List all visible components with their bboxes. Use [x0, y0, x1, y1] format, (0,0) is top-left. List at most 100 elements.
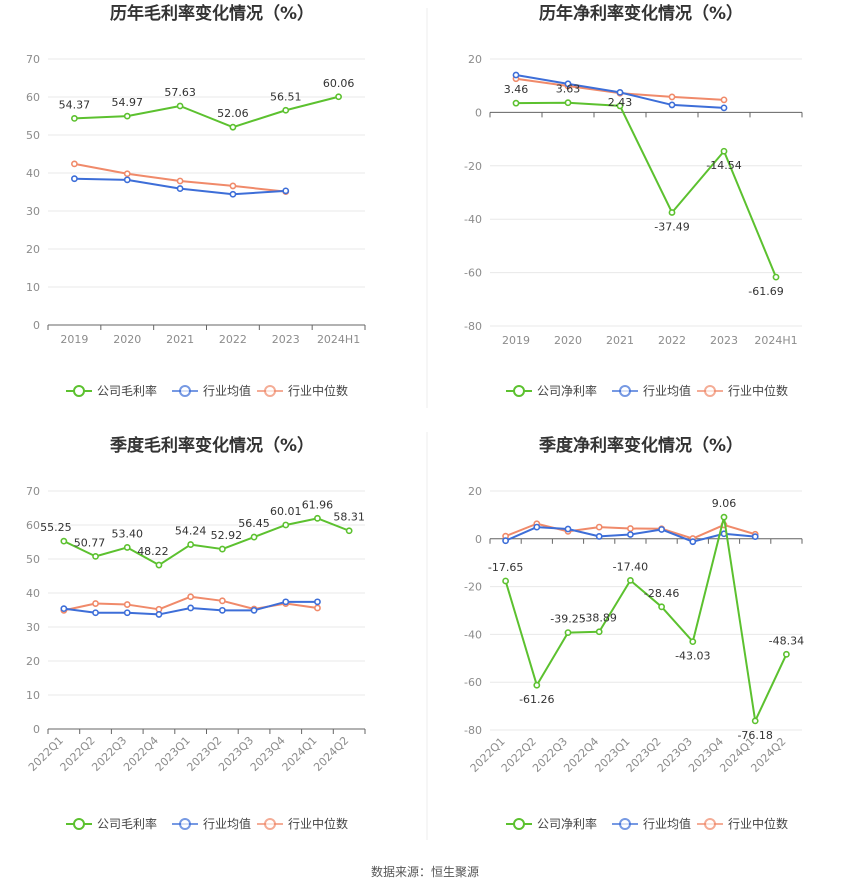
legend-label: 行业中位数 — [288, 816, 348, 831]
data-label: 60.06 — [323, 77, 355, 90]
data-point — [123, 112, 131, 120]
data-point — [123, 609, 131, 617]
data-label: -37.49 — [654, 220, 689, 233]
series-line — [63, 517, 350, 567]
x-tick-label: 2019 — [60, 333, 88, 346]
legend-label: 行业中位数 — [728, 816, 788, 831]
y-tick-label: -60 — [464, 676, 482, 689]
y-tick-label: 50 — [26, 129, 40, 142]
legend-label: 行业均值 — [203, 383, 251, 398]
legend-swatch-marker — [73, 818, 85, 830]
y-tick-label: 70 — [26, 53, 40, 66]
data-point — [250, 606, 258, 614]
data-label: 50.77 — [74, 536, 106, 549]
data-point — [627, 525, 634, 532]
x-tick-label: 2019 — [502, 334, 530, 347]
data-label: 9.06 — [712, 497, 737, 510]
legend-swatch-marker — [619, 818, 631, 830]
y-tick-label: -20 — [464, 581, 482, 594]
data-point — [71, 160, 78, 168]
data-point — [282, 598, 290, 606]
y-tick-label: 20 — [468, 53, 482, 66]
data-point — [71, 175, 78, 183]
chart-title: 历年净利率变化情况（%） — [539, 3, 743, 24]
data-point — [123, 176, 131, 184]
data-point — [564, 525, 572, 533]
data-point — [512, 71, 520, 79]
data-label: 52.06 — [217, 107, 249, 120]
data-point — [512, 99, 520, 107]
data-point — [595, 628, 603, 636]
data-point — [595, 523, 603, 531]
legend-label: 行业均值 — [643, 816, 691, 831]
data-point — [218, 597, 226, 605]
data-point — [282, 187, 290, 195]
data-point — [595, 533, 603, 540]
x-tick-label: 2020 — [554, 334, 582, 347]
data-label: 55.25 — [40, 521, 72, 534]
legend-swatch-marker — [73, 385, 85, 397]
data-label: -38.89 — [581, 612, 616, 625]
data-label: -61.69 — [748, 285, 783, 298]
data-point — [720, 104, 728, 112]
data-point — [229, 123, 237, 131]
data-point — [92, 609, 99, 617]
data-point — [502, 537, 509, 545]
data-label: -28.46 — [644, 587, 679, 600]
data-point — [533, 523, 541, 531]
legend-swatch-marker — [513, 818, 525, 830]
data-point — [783, 650, 790, 658]
y-tick-label: 50 — [26, 553, 40, 566]
y-tick-label: 70 — [26, 485, 40, 498]
data-point — [123, 170, 131, 178]
y-tick-label: 20 — [26, 243, 40, 256]
y-tick-label: 40 — [26, 587, 40, 600]
data-point — [155, 561, 163, 569]
legend-swatch-marker — [619, 385, 631, 397]
data-point — [314, 514, 321, 522]
y-tick-label: -40 — [464, 628, 482, 641]
data-point — [229, 190, 237, 198]
data-point — [564, 99, 572, 107]
legend-swatch-marker — [179, 385, 191, 397]
data-point — [71, 114, 78, 122]
data-label: 2.43 — [608, 96, 633, 109]
data-point — [564, 629, 572, 637]
data-point — [668, 101, 676, 109]
data-point — [314, 598, 321, 606]
data-label: -39.25 — [550, 613, 585, 626]
y-tick-label: -40 — [464, 213, 482, 226]
legend-swatch-marker — [513, 385, 525, 397]
data-point — [689, 638, 697, 646]
y-tick-label: 10 — [26, 689, 40, 702]
legend-swatch-marker — [264, 818, 276, 830]
legend-label: 公司净利率 — [537, 816, 597, 831]
data-label: 60.01 — [270, 505, 302, 518]
legend-label: 公司净利率 — [537, 383, 597, 398]
data-label: 53.40 — [112, 527, 144, 540]
data-point — [187, 593, 195, 601]
x-tick-label: 2023 — [272, 333, 300, 346]
data-label: 56.51 — [270, 90, 302, 103]
series-line — [515, 101, 777, 278]
data-label: -48.34 — [769, 634, 804, 647]
y-tick-label: 40 — [26, 167, 40, 180]
x-tick-label: 2024Q2 — [311, 734, 351, 774]
data-point — [772, 273, 780, 281]
data-point — [720, 513, 728, 521]
y-tick-label: 20 — [468, 485, 482, 498]
data-point — [668, 209, 676, 216]
y-tick-label: 30 — [26, 621, 40, 634]
y-tick-label: 10 — [26, 281, 40, 294]
data-point — [176, 177, 184, 185]
series-line — [504, 516, 788, 722]
data-point — [658, 603, 665, 611]
data-point — [627, 531, 634, 538]
legend-swatch-marker — [264, 385, 276, 397]
data-point — [658, 526, 665, 533]
legend-swatch-marker — [179, 818, 191, 830]
legend-swatch-marker — [704, 818, 716, 830]
data-label: 54.97 — [112, 96, 144, 109]
data-point — [250, 533, 258, 541]
